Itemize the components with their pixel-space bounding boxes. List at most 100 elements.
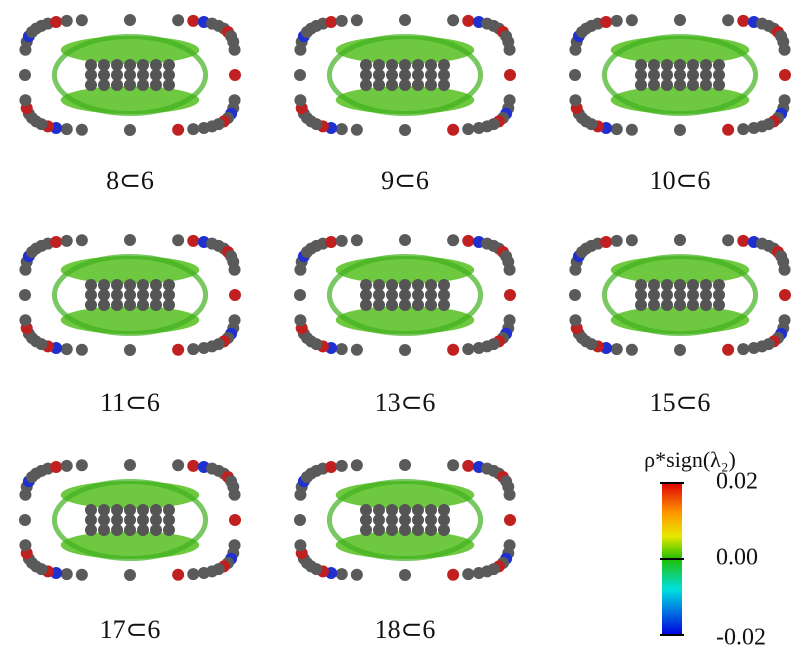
- atom: [674, 234, 686, 246]
- atom: [779, 289, 791, 301]
- atom: [713, 79, 725, 91]
- atom: [124, 124, 136, 136]
- panel-label: 18⊂6: [375, 615, 436, 644]
- atom: [98, 524, 110, 536]
- atom: [504, 289, 516, 301]
- atom: [76, 124, 88, 136]
- atom: [61, 568, 73, 580]
- atom: [229, 264, 241, 276]
- atom: [462, 460, 474, 472]
- atom: [229, 44, 241, 56]
- atom: [360, 299, 372, 311]
- atom: [19, 539, 31, 551]
- molecule-panel: [19, 234, 241, 356]
- atom: [187, 123, 199, 135]
- atom: [294, 514, 306, 526]
- atom: [447, 459, 459, 471]
- atom: [19, 94, 31, 106]
- atom: [687, 299, 699, 311]
- panel-label: 8⊂6: [106, 166, 154, 195]
- molecule-panel: [294, 14, 516, 136]
- atom: [399, 14, 411, 26]
- atom: [163, 524, 175, 536]
- atom: [473, 122, 485, 134]
- atom: [61, 343, 73, 355]
- atom: [674, 299, 686, 311]
- atom: [626, 124, 638, 136]
- atom: [748, 122, 760, 134]
- atom: [473, 342, 485, 354]
- atom: [569, 289, 581, 301]
- atom: [351, 459, 363, 471]
- atom: [229, 489, 241, 501]
- atom: [412, 299, 424, 311]
- atom: [713, 299, 725, 311]
- atom: [626, 14, 638, 26]
- atom: [399, 459, 411, 471]
- atom: [198, 342, 210, 354]
- atom: [447, 344, 459, 356]
- atom: [85, 524, 97, 536]
- atom: [438, 299, 450, 311]
- molecule-panel: [294, 459, 516, 581]
- atom: [737, 235, 749, 247]
- atom: [336, 123, 348, 135]
- atom: [19, 514, 31, 526]
- atom: [779, 44, 791, 56]
- atom: [294, 539, 306, 551]
- atom: [163, 79, 175, 91]
- atom: [399, 79, 411, 91]
- atom: [425, 299, 437, 311]
- atom: [98, 299, 110, 311]
- atom: [399, 124, 411, 136]
- atom: [76, 14, 88, 26]
- atom: [229, 514, 241, 526]
- atom: [172, 124, 184, 136]
- atom: [187, 343, 199, 355]
- atom: [351, 234, 363, 246]
- atom: [198, 122, 210, 134]
- atom: [19, 314, 31, 326]
- atom: [504, 514, 516, 526]
- panel-label: 11⊂6: [100, 388, 160, 417]
- atom: [325, 236, 337, 248]
- atom: [569, 94, 581, 106]
- atom: [748, 342, 760, 354]
- atom: [779, 69, 791, 81]
- atom: [611, 343, 623, 355]
- atom: [674, 124, 686, 136]
- atom: [386, 524, 398, 536]
- atom: [294, 289, 306, 301]
- atom: [412, 79, 424, 91]
- atom: [569, 69, 581, 81]
- atom: [187, 15, 199, 27]
- atom: [336, 460, 348, 472]
- atom: [137, 79, 149, 91]
- atom: [50, 461, 62, 473]
- atom: [386, 79, 398, 91]
- atom: [462, 568, 474, 580]
- atom: [635, 79, 647, 91]
- atom: [674, 14, 686, 26]
- atom: [172, 569, 184, 581]
- atom: [187, 460, 199, 472]
- atom: [504, 264, 516, 276]
- panel-label: 13⊂6: [375, 388, 436, 417]
- atom: [229, 69, 241, 81]
- atom: [438, 79, 450, 91]
- atom: [163, 299, 175, 311]
- atom: [438, 524, 450, 536]
- atom: [351, 344, 363, 356]
- atom: [111, 299, 123, 311]
- atom: [150, 524, 162, 536]
- atom: [137, 524, 149, 536]
- atom: [661, 299, 673, 311]
- molecule-panel: [569, 234, 791, 356]
- atom: [447, 124, 459, 136]
- atom: [674, 79, 686, 91]
- atom: [187, 568, 199, 580]
- atom: [700, 79, 712, 91]
- atom: [373, 299, 385, 311]
- atom: [700, 299, 712, 311]
- atom: [76, 459, 88, 471]
